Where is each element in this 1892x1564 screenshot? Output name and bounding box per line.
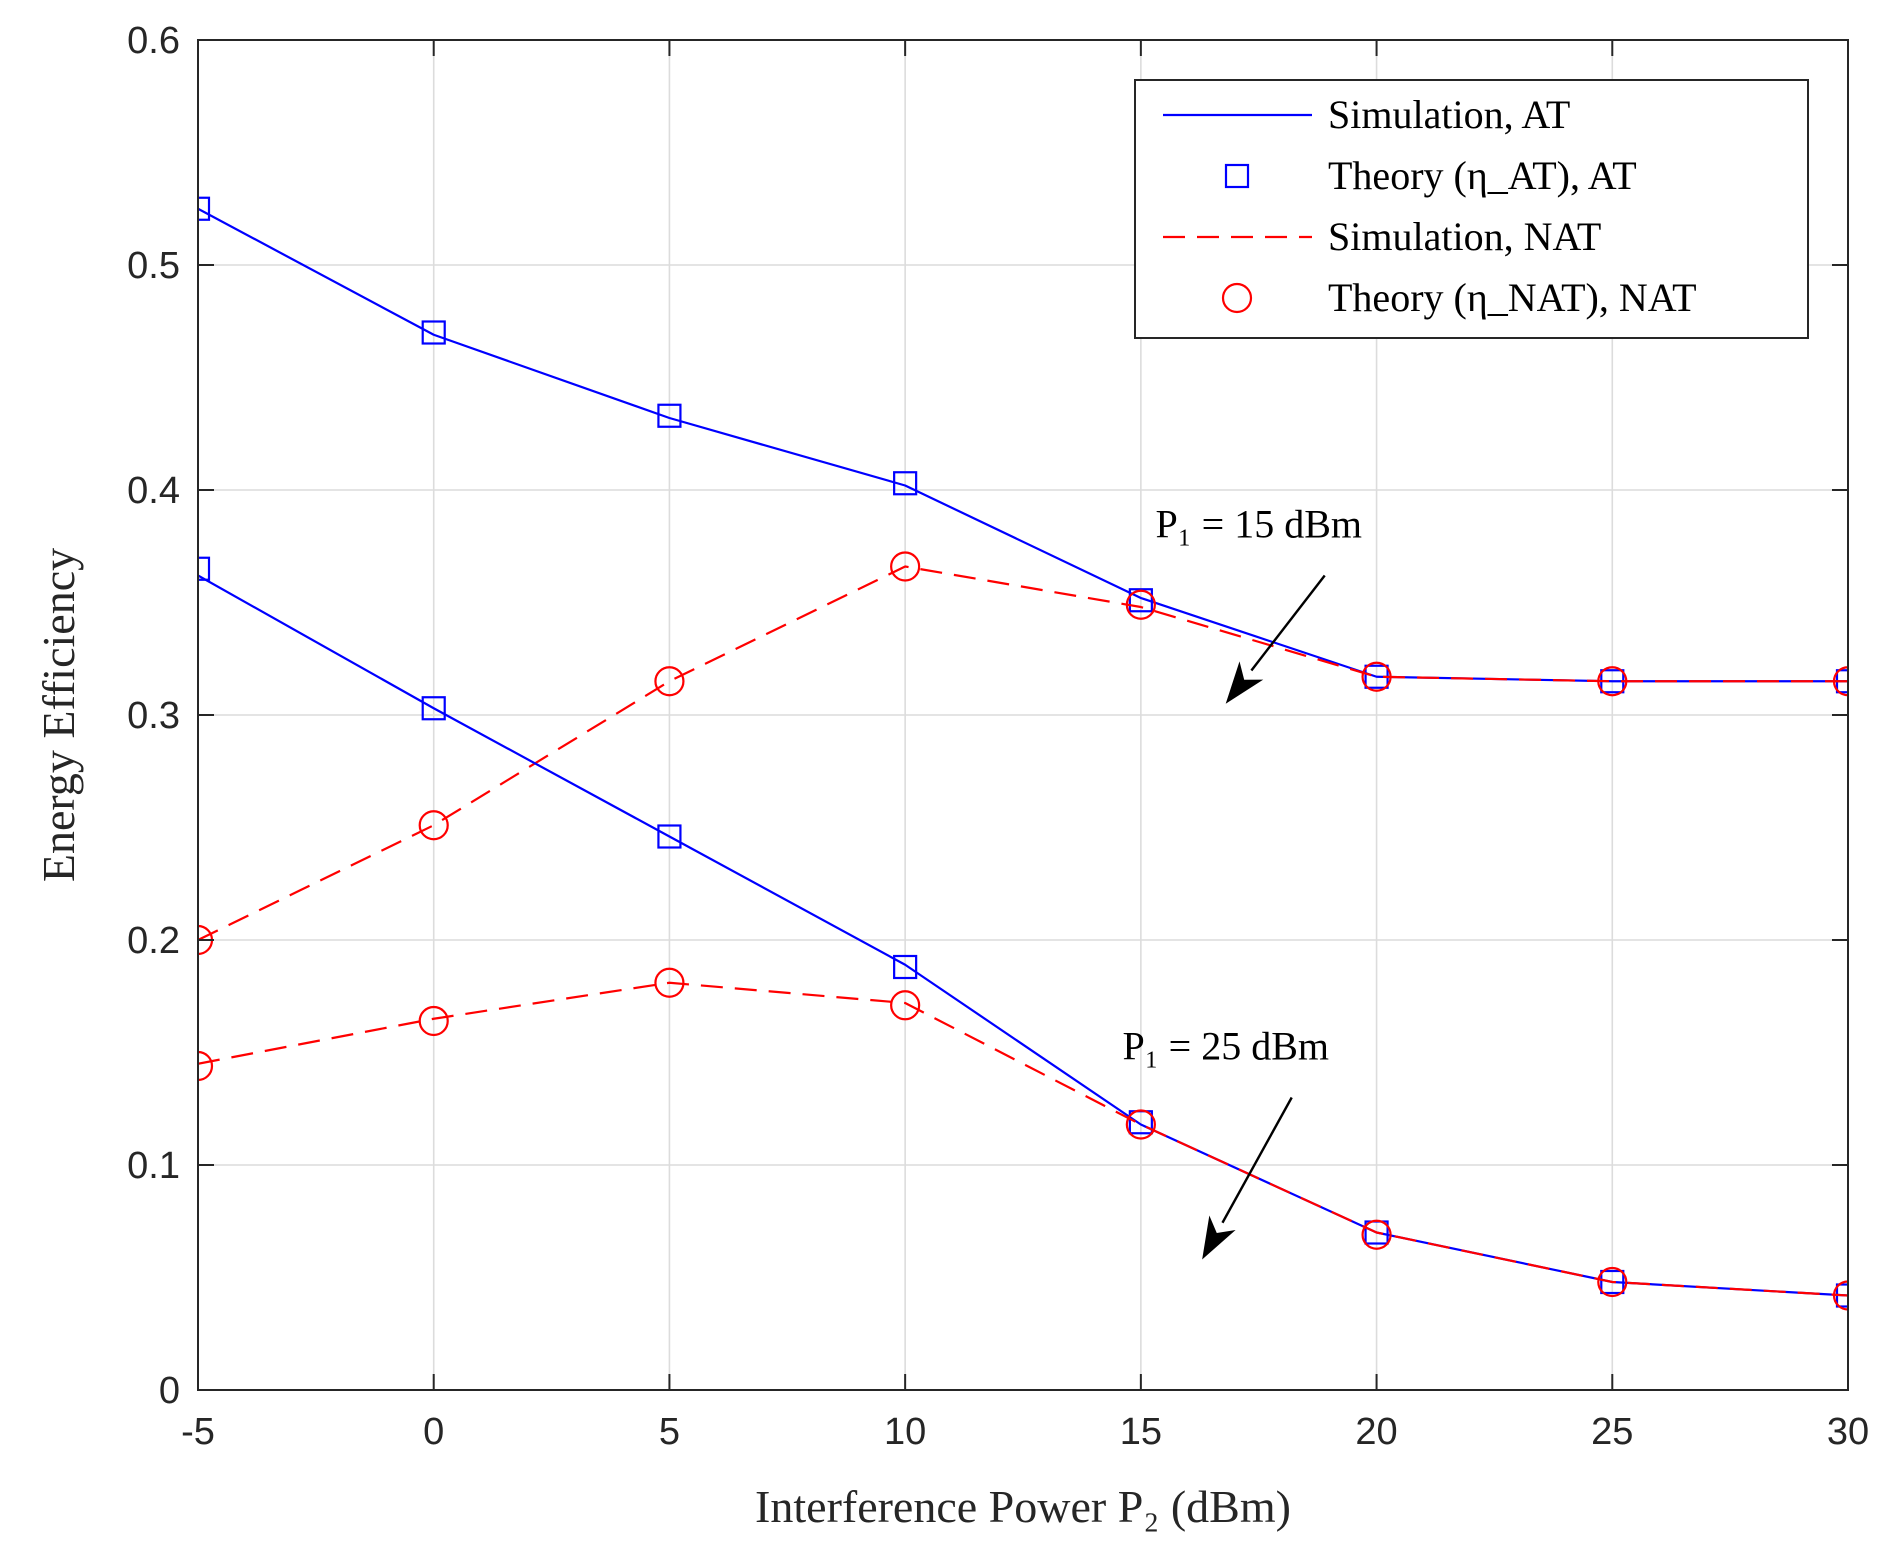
series	[198, 967, 1848, 1311]
y-tick-label: 0.5	[127, 245, 180, 287]
legend-circle-marker-sample	[1221, 282, 1253, 314]
x-axis-title: Interference Power P₂ (dBm)	[755, 1481, 1291, 1532]
square-marker	[893, 954, 918, 980]
x-tick-label: 10	[884, 1411, 926, 1453]
series	[198, 981, 1848, 1297]
annotation-arrow-shaft	[1221, 1096, 1293, 1224]
y-axis-title: Energy Efficiency	[33, 548, 84, 882]
square-marker	[198, 196, 211, 221]
x-tick-label: 30	[1827, 1411, 1869, 1453]
x-tick-label: 15	[1120, 1411, 1162, 1453]
series-line-dashed	[198, 565, 1848, 941]
circle-marker	[418, 1005, 449, 1037]
y-tick-label: 0.1	[127, 1145, 180, 1187]
annotations: P₁ = 15 dBm P₁ = 25 dBm	[1122, 501, 1362, 1260]
y-tick-label: 0	[159, 1370, 180, 1412]
legend-square-marker-sample	[1224, 163, 1250, 189]
square-marker	[657, 824, 682, 849]
circle-marker	[890, 990, 921, 1021]
square-marker	[1600, 1269, 1625, 1295]
circle-marker	[1361, 1219, 1392, 1250]
square-marker	[893, 471, 918, 496]
series	[198, 551, 1848, 956]
legend-label: Simulation, NAT	[1328, 214, 1601, 259]
annotation-label: P₁ = 15 dBm	[1155, 501, 1362, 546]
circle-marker	[890, 551, 921, 582]
annotation-label: P₁ = 25 dBm	[1122, 1023, 1329, 1068]
series-layer	[198, 196, 1848, 1311]
x-tick-label: 20	[1355, 1411, 1397, 1453]
circle-marker	[1597, 666, 1628, 697]
x-tick-label: 5	[659, 1411, 680, 1453]
annotation-arrow-head	[1202, 1215, 1236, 1260]
y-tick-label: 0.2	[127, 920, 180, 962]
circle-marker	[1597, 1266, 1628, 1298]
circle-marker	[1832, 1280, 1848, 1311]
square-marker	[421, 696, 446, 721]
legend-label: Theory (η_NAT), NAT	[1328, 275, 1697, 320]
series	[198, 565, 1848, 941]
y-tick-label: 0.4	[127, 470, 180, 512]
square-marker	[657, 403, 682, 428]
x-tick-label: 25	[1591, 1411, 1633, 1453]
circle-marker	[654, 967, 685, 998]
circle-marker	[1125, 1109, 1156, 1140]
legend-label: Simulation, AT	[1328, 92, 1570, 137]
annotation-arrow-shaft	[1250, 574, 1326, 672]
circle-marker	[1361, 661, 1392, 692]
legend-label: Theory (η_AT), AT	[1328, 153, 1637, 198]
legend: Simulation, AT Theory (η_AT), AT Simulat…	[1134, 79, 1809, 339]
circle-marker	[1832, 666, 1848, 697]
y-tick-label: 0.6	[127, 20, 180, 62]
square-marker	[1128, 588, 1153, 613]
legend-box	[1134, 79, 1809, 339]
x-tick-label: 0	[423, 1411, 444, 1453]
circle-marker	[418, 810, 449, 841]
square-marker	[198, 556, 211, 581]
circle-marker	[198, 1050, 214, 1082]
square-marker	[421, 320, 446, 345]
x-tick-label: -5	[181, 1411, 215, 1453]
circle-marker	[1125, 589, 1156, 620]
annotation-arrow-head	[1225, 661, 1264, 704]
y-tick-label: 0.3	[127, 695, 180, 737]
series-line-dashed	[198, 981, 1848, 1297]
circle-marker	[654, 666, 685, 697]
